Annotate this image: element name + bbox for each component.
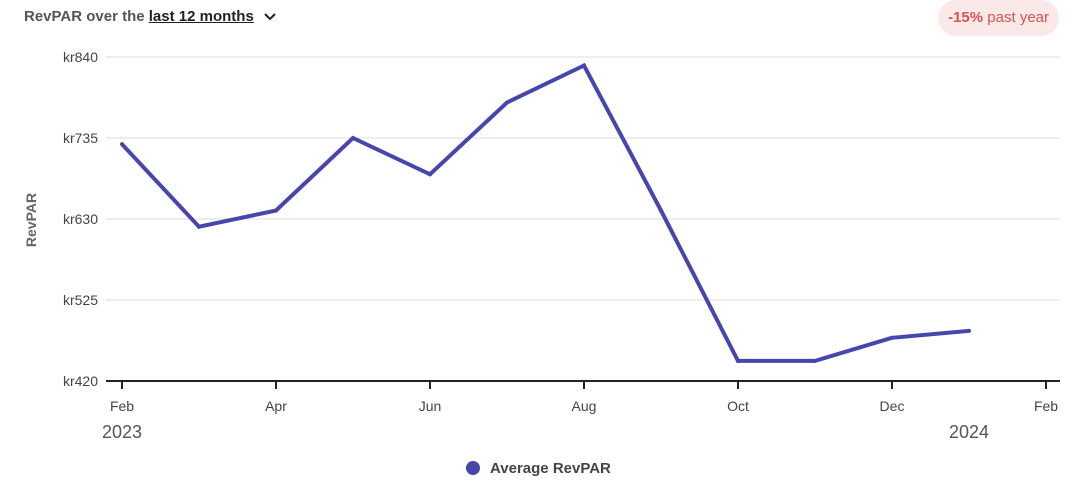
y-tick-label: kr840 xyxy=(63,49,98,65)
data-point[interactable] xyxy=(274,208,278,213)
y-tick-label: kr630 xyxy=(63,211,98,227)
y-tick-label: kr735 xyxy=(63,130,98,146)
series-line-average-revpar[interactable] xyxy=(120,62,970,363)
legend-label: Average RevPAR xyxy=(490,460,611,477)
data-point[interactable] xyxy=(428,172,432,177)
header-prefix: RevPAR over the xyxy=(24,8,145,25)
x-tick-label: Aug xyxy=(572,398,597,414)
x-tick-label: Jun xyxy=(419,398,442,414)
y-axis-title: RevPAR xyxy=(23,193,39,247)
data-point[interactable] xyxy=(120,142,124,147)
data-point[interactable] xyxy=(967,328,971,333)
year-label: 2023 xyxy=(102,422,142,442)
data-point[interactable] xyxy=(736,358,740,363)
x-tick-label: Oct xyxy=(727,398,749,414)
x-tick-label: Feb xyxy=(110,398,134,414)
period-selector-link[interactable]: last 12 months xyxy=(148,8,254,25)
chart-header: RevPAR over the last 12 months xyxy=(24,8,276,25)
data-point[interactable] xyxy=(351,136,355,140)
x-tick-label: Apr xyxy=(265,398,287,414)
data-point[interactable] xyxy=(890,335,894,340)
data-point[interactable] xyxy=(505,100,509,105)
chart-legend[interactable]: Average RevPAR xyxy=(466,460,611,477)
legend-marker xyxy=(466,461,480,475)
x-tick-label: Dec xyxy=(880,398,905,414)
data-point[interactable] xyxy=(659,208,663,213)
data-point[interactable] xyxy=(813,358,817,363)
x-tick-label: Feb xyxy=(1034,398,1058,414)
change-suffix: past year xyxy=(987,9,1049,26)
year-label: 2024 xyxy=(949,422,989,442)
y-tick-label: kr420 xyxy=(63,373,98,389)
data-point[interactable] xyxy=(582,63,586,68)
data-point[interactable] xyxy=(197,224,201,229)
change-value: -15% xyxy=(948,9,984,26)
change-badge: -15% past year xyxy=(938,0,1059,36)
chevron-down-icon[interactable] xyxy=(264,8,276,25)
y-tick-label: kr525 xyxy=(63,292,98,308)
